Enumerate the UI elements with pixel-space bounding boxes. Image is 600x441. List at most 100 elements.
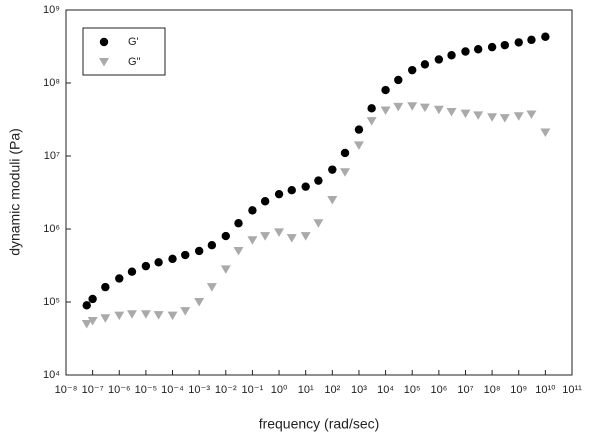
point	[408, 65, 417, 75]
x-tick-label: 10⁻⁵	[135, 384, 158, 396]
legend-marker	[99, 58, 109, 67]
x-tick-label: 10³	[351, 384, 367, 396]
x-axis-title: frequency (rad/sec)	[259, 416, 380, 432]
point	[81, 319, 92, 329]
point	[194, 246, 204, 256]
point	[168, 254, 177, 264]
point	[461, 47, 470, 56]
point	[541, 32, 550, 41]
x-tick-label: 10⁸	[484, 384, 501, 396]
y-tick-label: 10⁹	[43, 4, 60, 16]
point	[473, 111, 484, 120]
y-tick-label: 10⁸	[43, 77, 60, 89]
point	[260, 232, 271, 241]
point	[126, 310, 137, 319]
x-tick-label: 10⁻⁸	[55, 384, 78, 396]
x-tick-label: 10⁷	[457, 384, 473, 396]
point	[101, 282, 110, 292]
point	[514, 38, 523, 47]
point	[260, 197, 270, 206]
point	[526, 110, 537, 120]
x-tick-label: 10⁻¹	[242, 384, 264, 396]
point	[527, 35, 536, 45]
point	[234, 219, 243, 228]
y-tick-label: 10⁶	[43, 223, 60, 235]
point	[87, 316, 98, 326]
point	[381, 85, 390, 95]
point	[540, 128, 551, 137]
x-tick-label: 10⁻⁴	[161, 384, 184, 396]
point	[446, 108, 457, 117]
point	[500, 40, 510, 50]
point	[513, 112, 524, 121]
point	[367, 104, 376, 113]
point	[140, 310, 151, 319]
point	[167, 311, 178, 321]
x-tick-label: 10⁻²	[215, 384, 237, 396]
x-tick-label: 10⁻⁷	[82, 384, 104, 396]
y-tick-label: 10⁴	[43, 369, 60, 381]
point	[340, 148, 350, 158]
point	[487, 113, 498, 122]
x-tick-label: 10⁻³	[188, 384, 210, 396]
point	[141, 261, 151, 271]
point	[154, 258, 163, 267]
legend-label: G'	[128, 36, 139, 48]
point	[328, 165, 337, 174]
point	[407, 102, 418, 111]
point	[340, 168, 351, 177]
point	[487, 42, 497, 52]
point	[300, 232, 311, 241]
point	[287, 186, 296, 195]
legend-label: G"	[128, 56, 141, 68]
point	[380, 106, 391, 116]
point	[221, 231, 230, 241]
point	[180, 307, 191, 316]
point	[434, 55, 444, 64]
x-tick-label: 10⁴	[377, 384, 394, 396]
x-tick-label: 10⁹	[510, 384, 527, 396]
x-tick-label: 10¹⁰	[535, 384, 556, 396]
point	[473, 45, 483, 54]
point	[115, 274, 124, 283]
point	[353, 141, 364, 150]
x-tick-label: 10¹¹	[562, 384, 582, 396]
point	[354, 125, 364, 134]
point	[301, 182, 310, 191]
point	[314, 176, 323, 185]
point	[327, 195, 338, 205]
plot-frame	[65, 9, 573, 376]
x-tick-label: 10⁶	[430, 384, 447, 396]
point	[274, 228, 285, 237]
x-tick-label: 10¹	[298, 384, 314, 396]
point	[419, 103, 430, 113]
point	[114, 311, 125, 321]
point	[433, 105, 444, 115]
point	[460, 109, 471, 119]
point	[447, 51, 456, 60]
point	[82, 301, 91, 310]
point	[394, 75, 403, 85]
point	[233, 246, 244, 256]
point	[220, 265, 231, 274]
point	[248, 206, 257, 215]
point	[127, 267, 137, 276]
point	[100, 314, 111, 323]
point	[393, 102, 404, 112]
point	[274, 189, 284, 199]
y-tick-label: 10⁷	[44, 150, 60, 162]
x-tick-label: 10²	[324, 384, 340, 396]
point	[286, 234, 297, 243]
point	[366, 117, 377, 126]
legend-marker	[99, 37, 109, 47]
point	[206, 283, 217, 292]
x-tick-label: 10⁻⁶	[108, 384, 131, 396]
point	[499, 114, 510, 123]
x-tick-label: 10⁵	[404, 384, 421, 396]
point	[194, 298, 205, 307]
y-axis-title: dynamic moduli (Pa)	[7, 128, 23, 256]
point	[153, 311, 164, 320]
point	[181, 250, 190, 260]
x-tick-label: 10⁰	[271, 384, 288, 396]
